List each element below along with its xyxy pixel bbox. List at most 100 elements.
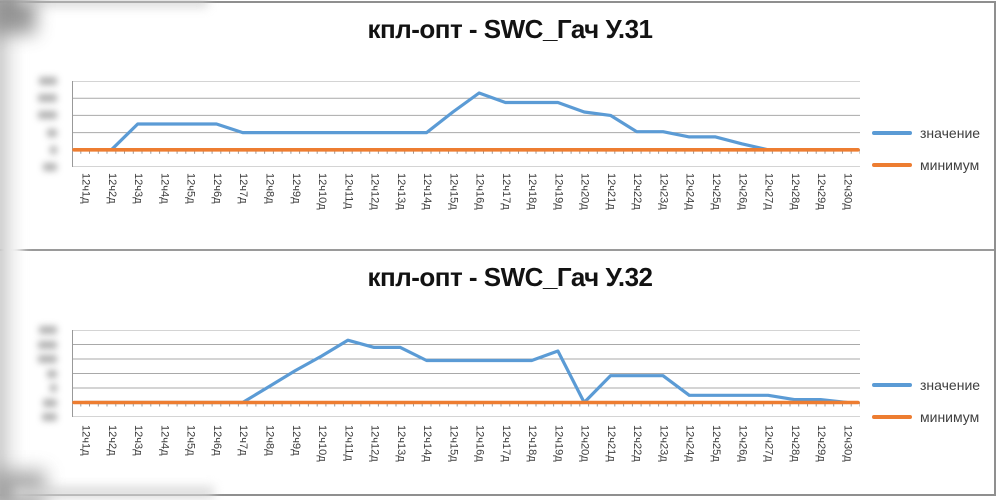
x-axis-label: 12ч16д — [473, 173, 486, 210]
x-axis-label: 12ч6д — [210, 173, 223, 204]
x-axis-label: 12ч21д — [604, 173, 617, 210]
frame-border-top — [0, 1, 996, 3]
x-axis-label: 12ч26д — [736, 425, 749, 462]
x-axis-label: 12ч12д — [368, 425, 381, 462]
x-axis-label: 12ч18д — [526, 173, 539, 210]
x-axis-label: 12ч10д — [316, 173, 329, 210]
x-axis-label: 12ч11д — [342, 173, 355, 209]
x-axis-label: 12ч29д — [815, 173, 828, 210]
x-axis-label: 12ч24д — [683, 173, 696, 210]
redacted-y-tick-label — [50, 145, 57, 154]
x-axis-label: 12ч17д — [499, 425, 512, 462]
x-axis-label: 12ч4д — [158, 173, 171, 204]
redacted-y-tick-label — [38, 111, 57, 120]
x-axis-label: 12ч12д — [368, 173, 381, 210]
x-axis-label: 12ч4д — [158, 425, 171, 456]
x-axis-label: 12ч2д — [105, 425, 118, 456]
x-axis-label: 12ч27д — [762, 173, 775, 210]
x-axis-label: 12ч9д — [289, 425, 302, 456]
x-axis-label: 12ч20д — [578, 173, 591, 210]
x-axis-label: 12ч14д — [421, 173, 434, 210]
legend-item-minimum[interactable]: минимум — [872, 406, 996, 427]
redacted-y-tick-label — [43, 163, 57, 171]
x-axis-label: 12ч11д — [342, 425, 355, 461]
chart2-legend: значение минимум — [872, 374, 996, 427]
x-axis-label: 12ч10д — [316, 425, 329, 462]
minimum-series-swatch — [872, 414, 912, 419]
chart2-y-axis-labels-redacted — [28, 326, 62, 421]
x-axis-label: 12ч23д — [657, 425, 670, 462]
redacted-y-tick-label — [38, 94, 57, 103]
left-edge-blur — [0, 0, 22, 500]
x-axis-label: 12ч23д — [657, 173, 670, 210]
x-axis-label: 12ч16д — [473, 425, 486, 462]
legend-label-minimum: минимум — [920, 408, 980, 425]
x-axis-label: 12ч25д — [710, 425, 722, 462]
x-axis-label: 12ч30д — [841, 425, 854, 462]
legend-item-value[interactable]: значение — [872, 374, 996, 395]
x-axis-label: 12ч29д — [815, 425, 828, 462]
charts-divider — [0, 249, 996, 251]
redacted-y-tick-label — [47, 128, 57, 137]
x-axis-label: 12ч28д — [788, 173, 801, 210]
x-axis-label: 12ч20д — [578, 425, 591, 462]
x-axis-label: 12ч9д — [289, 173, 302, 204]
legend-item-minimum[interactable]: минимум — [872, 154, 996, 175]
value-series-swatch — [872, 130, 912, 135]
redacted-y-tick-label — [39, 326, 57, 334]
x-axis-label: 12ч18д — [526, 425, 539, 462]
legend-item-value[interactable]: значение — [872, 122, 996, 143]
minimum-series-swatch — [872, 162, 912, 167]
redacted-y-tick-label — [47, 369, 57, 378]
chart1-legend: значение минимум — [872, 122, 996, 175]
x-axis-label: 12ч8д — [263, 173, 276, 204]
x-axis-label: 12ч22д — [631, 425, 644, 462]
bottom-edge-smudge — [14, 486, 214, 499]
x-axis-label: 12ч13д — [394, 425, 407, 462]
x-axis-label: 12ч8д — [263, 425, 276, 456]
x-axis-label: 12ч15д — [447, 425, 460, 462]
x-axis-label: 12ч1д — [79, 173, 92, 204]
chart1-x-axis-labels: 12ч1д 12ч2д 12ч3д 12ч4д 12ч5д 12ч6д 12ч7д 12ч8д… — [72, 173, 860, 245]
frame-border-bottom — [0, 494, 996, 496]
x-axis-label: 12ч1д — [79, 425, 92, 456]
x-axis-label: 12ч17д — [499, 173, 512, 210]
redacted-y-tick-label — [43, 398, 57, 407]
chart1-plot-area[interactable] — [71, 80, 861, 168]
chart1-title: кпл-опт - SWC_Гач У.31 — [367, 14, 653, 44]
x-axis-label: 12ч3д — [132, 425, 145, 456]
x-axis-label: 12ч2д — [105, 173, 118, 204]
x-axis-label: 12ч27д — [762, 425, 775, 462]
chart2-title: кпл-опт - SWC_Гач У.32 — [367, 262, 653, 292]
value-series-swatch — [872, 382, 912, 387]
x-axis-label: 12ч19д — [552, 425, 565, 462]
redacted-y-tick-label — [42, 413, 57, 421]
legend-label-value: значение — [920, 376, 981, 393]
legend-label-value: значение — [920, 124, 981, 141]
frame-border-right — [994, 1, 996, 496]
chart1-y-axis-labels-redacted — [28, 77, 62, 171]
x-axis-label: 12ч24д — [683, 425, 696, 462]
x-axis-label: 12ч28д — [788, 425, 801, 462]
x-axis-label: 12ч15д — [447, 173, 460, 210]
redacted-y-tick-label — [38, 355, 57, 363]
x-axis-label: 12ч25д — [710, 173, 722, 210]
x-axis-label: 12ч3д — [132, 173, 145, 204]
legend-label-minimum: минимум — [920, 156, 980, 173]
chart2-plot-area[interactable] — [71, 329, 861, 418]
x-axis-label: 12ч7д — [237, 425, 250, 456]
x-axis-label: 12ч6д — [210, 425, 223, 456]
x-axis-label: 12ч21д — [604, 425, 617, 462]
x-axis-label: 12ч7д — [237, 173, 250, 204]
x-axis-label: 12ч5д — [184, 425, 197, 456]
x-axis-label: 12ч26д — [736, 173, 749, 210]
redacted-y-tick-label — [38, 340, 57, 349]
x-axis-label: 12ч5д — [184, 173, 197, 204]
x-axis-label: 12ч13д — [394, 173, 407, 210]
top-edge-smudge — [18, 0, 208, 7]
chart2-x-axis-labels: 12ч1д 12ч2д 12ч3д 12ч4д 12ч5д 12ч6д 12ч7д 12ч8д… — [72, 425, 860, 497]
x-axis-label: 12ч19д — [552, 173, 565, 210]
x-axis-label: 12ч30д — [841, 173, 854, 210]
x-axis-label: 12ч22д — [631, 173, 644, 210]
